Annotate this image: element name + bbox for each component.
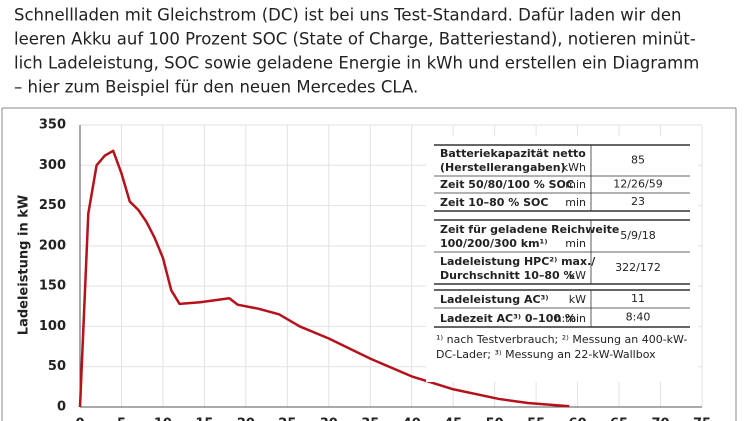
row-unit: min	[565, 196, 586, 209]
y-axis-label: Ladeleistung in kW	[17, 195, 32, 335]
line	[78, 149, 570, 408]
row-unit: kWh	[562, 161, 586, 174]
row-unit: kW	[569, 269, 586, 282]
footnote: DC-Lader; ³⁾ Messung an 22-kW-Wallbox	[436, 348, 656, 361]
intro-line: leeren Akku auf 100 Prozent SOC (State o…	[14, 30, 696, 49]
row-label: Ladeleistung HPC²⁾ max./	[440, 255, 596, 268]
x-tick-label: 15	[195, 417, 213, 421]
x-tick-label: 30	[320, 417, 338, 421]
row-label: Zeit 50/80/100 % SOC	[440, 178, 574, 191]
x-tick-label: 10	[154, 417, 172, 421]
x-tick-label: 65	[610, 417, 628, 421]
row-unit: min	[565, 237, 586, 250]
x-tick-label: 25	[278, 417, 296, 421]
x-tick-label: 75	[693, 417, 711, 421]
x-tick-label: 55	[527, 417, 545, 421]
row-value: 8:40	[626, 311, 651, 324]
y-tick-label: 200	[39, 238, 66, 253]
row-label: Zeit 10–80 % SOC	[440, 196, 548, 209]
row-unit: h:min	[555, 312, 586, 325]
row-value: 11	[631, 292, 645, 305]
y-tick-label: 50	[48, 359, 66, 374]
intro-line: – hier zum Beispiel für den neuen Merced…	[14, 78, 418, 97]
x-tick-label: 0	[75, 417, 84, 421]
row-label: (Herstellerangaben)	[440, 161, 566, 174]
y-tick-label: 350	[39, 118, 66, 133]
table-box	[426, 136, 698, 382]
row-label: Ladezeit AC³⁾ 0–100 %	[440, 312, 576, 325]
footnote: ¹⁾ nach Testverbrauch; ²⁾ Messung an 400…	[436, 333, 687, 346]
x-tick-label: 60	[569, 417, 587, 421]
row-label: Batteriekapazität netto	[440, 147, 586, 160]
x-tick-label: 70	[651, 417, 669, 421]
row-label: Durchschnitt 10–80 %	[440, 269, 575, 282]
x-tick-label: 50	[486, 417, 504, 421]
intro-line: lich Ladeleistung, SOC sowie geladene En…	[14, 54, 699, 73]
y-tick-label: 250	[39, 198, 66, 213]
row-value: 23	[631, 195, 645, 208]
intro-line: Schnellladen mit Gleichstrom (DC) ist be…	[14, 6, 682, 25]
row-value: 85	[631, 154, 645, 167]
x-tick-label: 35	[361, 417, 379, 421]
y-tick-label: 0	[57, 400, 66, 415]
x-tick-label: 5	[117, 417, 126, 421]
row-label: Ladeleistung AC³⁾	[440, 293, 549, 306]
x-tick-label: 45	[444, 417, 462, 421]
row-value: 12/26/59	[613, 178, 662, 191]
row-unit: kW	[569, 293, 586, 306]
y-tick-label: 300	[39, 158, 66, 173]
row-unit: min	[565, 178, 586, 191]
x-tick-label: 40	[403, 417, 421, 421]
y-tick-label: 100	[39, 319, 66, 334]
row-value: 322/172	[615, 261, 661, 274]
y-tick-label: 150	[39, 279, 66, 294]
x-tick-label: 20	[237, 417, 255, 421]
row-label: 100/200/300 km¹⁾	[440, 237, 548, 250]
row-value: 5/9/18	[620, 229, 655, 242]
row-label: Zeit für geladene Reichweite	[440, 223, 619, 236]
